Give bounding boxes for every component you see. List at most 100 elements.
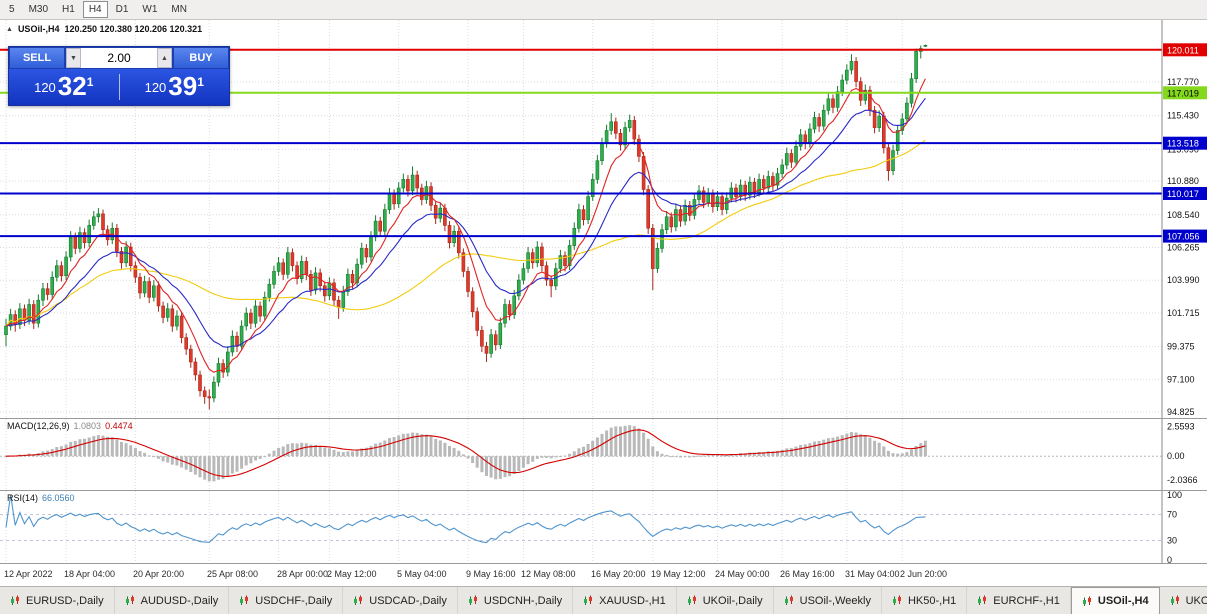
candlestick-icon (584, 595, 593, 605)
ask-price[interactable]: 120 39 1 (120, 73, 230, 102)
macd-axis-label: 0.00 (1167, 451, 1185, 461)
svg-text:120.011: 120.011 (1167, 45, 1199, 55)
bid-prefix: 120 (34, 79, 56, 95)
rsi-value: 66.0560 (42, 493, 75, 503)
tab-label: EURUSD-,Daily (26, 594, 104, 607)
price-axis-label: 110.880 (1167, 176, 1199, 186)
ask-prefix: 120 (144, 79, 167, 95)
macd-indicator-label: MACD(12,26,9) 1.0803 0.4474 (7, 421, 133, 431)
timeframe-button-h1[interactable]: H1 (56, 1, 81, 18)
rsi-axis-label: 0 (1167, 555, 1172, 563)
tab-label: USDCHF-,Daily (255, 594, 333, 607)
timeframe-toolbar: 5 M30 H1 H4 D1 W1 MN (0, 0, 1207, 20)
candlestick-icon (468, 595, 477, 605)
chart-tab[interactable]: AUDUSD-,Daily (115, 587, 230, 614)
timeframe-button-m30[interactable]: M30 (23, 1, 54, 18)
moving-averages (5, 78, 926, 373)
ask-big-digits: 39 (168, 70, 198, 101)
candlestick-icon (125, 595, 134, 605)
candlestick-icon (1082, 596, 1091, 606)
bid-ask-display: 120 32 1 120 39 1 (9, 69, 229, 105)
chart-tab[interactable]: UKOil-,H4 (1160, 587, 1207, 614)
chart-tab[interactable]: XAUUSD-,H1 (573, 587, 677, 614)
chart-tab[interactable]: HK50-,H1 (882, 587, 968, 614)
price-level-badge: 120.011 (1163, 43, 1207, 57)
time-axis-label: 12 May 08:00 (521, 569, 576, 579)
macd-panel[interactable]: 2.5593 0.00 -2.0366 (0, 418, 1207, 490)
volume-decrease-button[interactable]: ▼ (66, 48, 81, 68)
bid-big-digits: 32 (57, 70, 87, 101)
candlestick-icon (240, 595, 249, 605)
candlestick-icon (11, 595, 19, 605)
timeframe-button-h4[interactable]: H4 (82, 1, 108, 18)
svg-text:117.019: 117.019 (1167, 88, 1199, 98)
macd-chart[interactable]: 2.5593 0.00 -2.0366 (0, 419, 1207, 490)
bid-pipette: 1 (86, 74, 94, 89)
buy-button[interactable]: BUY (173, 47, 229, 69)
macd-main-value: 1.0803 (73, 421, 102, 431)
rsi-axis-label: 100 (1167, 491, 1182, 500)
candlestick-icon (354, 595, 363, 605)
chart-tab[interactable]: EURCHF-,H1 (967, 587, 1071, 614)
chart-tab[interactable]: UKOil-,Daily (677, 587, 774, 614)
svg-text:107.056: 107.056 (1167, 232, 1200, 242)
time-axis-label: 12 Apr 2022 (4, 569, 53, 579)
symbol-marker-icon: ▲ (6, 25, 13, 33)
chart-tab[interactable]: USDCHF-,Daily (229, 587, 344, 614)
time-axis-label: 2 May 12:00 (327, 569, 377, 579)
time-axis-label: 9 May 16:00 (466, 569, 516, 579)
tab-label: USDCAD-,Daily (369, 594, 447, 607)
timeframe-button-mn[interactable]: MN (165, 1, 193, 18)
rsi-panel[interactable]: 100 70 30 0 (0, 490, 1207, 563)
price-level-badge: 117.019 (1163, 86, 1207, 100)
timeframe-button-d1[interactable]: D1 (110, 1, 135, 18)
price-axis-label: 108.540 (1167, 210, 1200, 220)
chart-tab[interactable]: USDCNH-,Daily (458, 587, 574, 614)
price-axis-label: 106.265 (1167, 242, 1200, 252)
volume-increase-button[interactable]: ▲ (157, 48, 172, 68)
price-axis-label: 101.715 (1167, 308, 1200, 318)
time-axis-label: 25 Apr 08:00 (207, 569, 259, 579)
time-axis-label: 28 Apr 00:00 (277, 569, 329, 579)
volume-control: ▼ ▲ (65, 47, 173, 69)
ask-pipette: 1 (197, 74, 204, 89)
chart-tab[interactable]: USOil-,Weekly (774, 587, 882, 614)
tab-label: HK50-,H1 (907, 594, 957, 607)
rsi-chart[interactable]: 100 70 30 0 (0, 491, 1207, 563)
chart-tab[interactable]: USDCAD-,Daily (343, 587, 458, 614)
rsi-indicator-label: RSI(14) 66.0560 (7, 493, 75, 503)
price-level-badge: 110.017 (1163, 187, 1207, 200)
timeframe-button-5[interactable]: 5 (3, 1, 21, 18)
chart-tab[interactable]: USOil-,H4 (1070, 587, 1160, 614)
candlestick-icon (892, 595, 901, 605)
timeframe-button-w1[interactable]: W1 (136, 1, 163, 18)
price-axis-label: 94.825 (1167, 407, 1195, 417)
macd-axis-label: 2.5593 (1167, 422, 1195, 432)
rsi-name: RSI(14) (7, 493, 39, 503)
time-axis[interactable]: 12 Apr 2022 18 Apr 04:00 20 Apr 20:00 25 Ap… (0, 563, 1207, 586)
svg-text:110.017: 110.017 (1167, 189, 1199, 199)
time-axis-label: 16 May 20:00 (591, 569, 646, 579)
time-axis-label: 26 May 16:00 (780, 569, 835, 579)
macd-name: MACD(12,26,9) (7, 421, 70, 431)
tab-label: USDCNH-,Daily (483, 594, 563, 607)
chart-tab[interactable]: EURUSD-,Daily (0, 587, 115, 614)
svg-text:113.518: 113.518 (1167, 139, 1199, 149)
tab-label: USOil-,Weekly (799, 594, 871, 607)
macd-signal-value: 0.4474 (105, 421, 133, 431)
tab-label: UKOil-,H4 (1185, 594, 1207, 607)
volume-input[interactable] (81, 48, 157, 68)
candlestick-icon (784, 595, 793, 605)
candlestick-icon (687, 595, 696, 605)
time-axis-label: 24 May 00:00 (715, 569, 770, 579)
time-axis-label: 20 Apr 20:00 (133, 569, 185, 579)
chart-header: ▲ USOil-,H4 120.250 120.380 120.206 120.… (6, 24, 202, 34)
bid-price[interactable]: 120 32 1 (9, 73, 119, 102)
symbol-label: USOil-,H4 (17, 24, 60, 34)
sell-button[interactable]: SELL (9, 47, 65, 69)
time-axis-label: 31 May 04:00 (845, 569, 900, 579)
price-level-badge: 113.518 (1163, 136, 1207, 150)
time-axis-label: 2 Jun 20:00 (900, 569, 948, 579)
candlestick-icon (1170, 595, 1179, 605)
